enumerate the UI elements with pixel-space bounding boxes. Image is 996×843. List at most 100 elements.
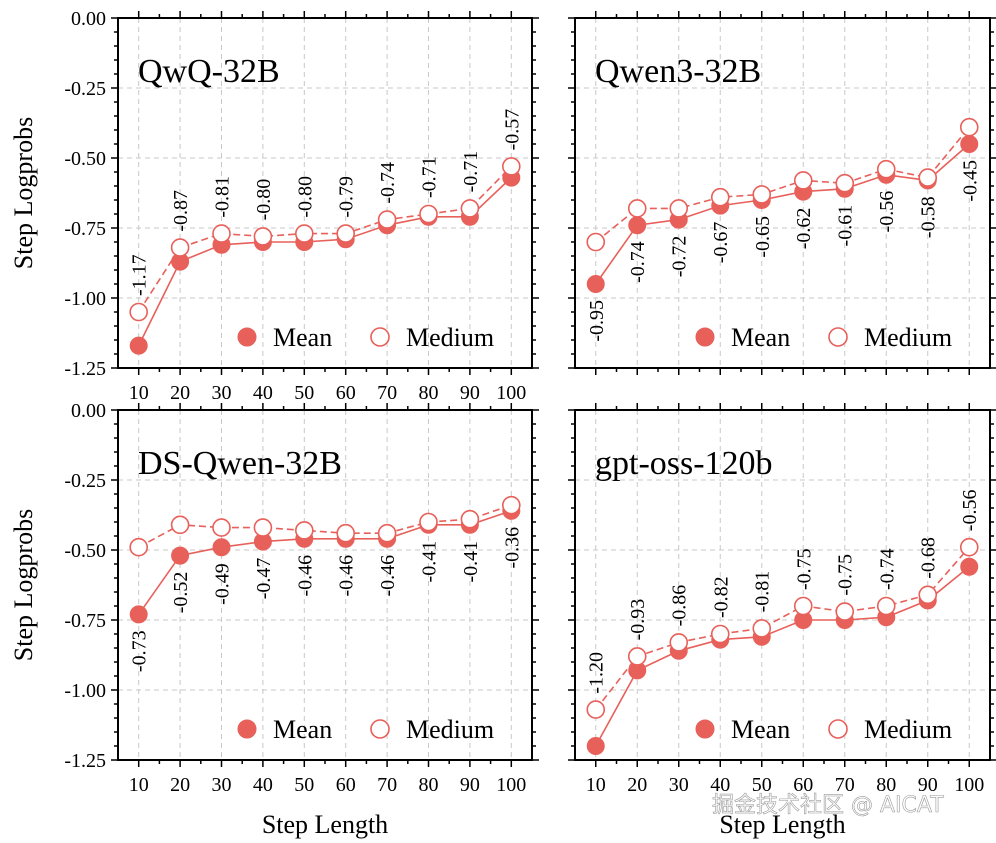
medium-point	[253, 518, 273, 537]
y-tick-label: -0.75	[64, 218, 106, 240]
y-tick-label: -1.00	[64, 288, 106, 310]
series-line-mean	[138, 510, 512, 615]
data-label: -1.17	[129, 254, 151, 296]
x-tick-label: 40	[253, 382, 273, 404]
medium-point	[377, 523, 397, 543]
panel-qwen3-32b: Qwen3-32B-0.95-0.74 -0.72 -0.67 -0.65 -0.62-…	[568, 11, 996, 375]
x-tick-label: 20	[627, 774, 647, 796]
data-label: -0.73	[129, 630, 151, 672]
x-tick-label: 100	[496, 382, 526, 404]
series-line-medium	[595, 546, 970, 711]
medium-point	[212, 518, 231, 537]
medium-point	[419, 204, 438, 224]
y-axis-title: Step Logprobs	[9, 509, 38, 661]
data-label: -0.67	[710, 222, 732, 264]
x-tick-label: 50	[294, 774, 314, 796]
medium-point	[294, 224, 314, 243]
legend-marker-medium	[828, 327, 848, 347]
medium-point	[959, 117, 979, 137]
data-label: -0.93	[627, 599, 649, 641]
x-tick-label: 30	[669, 774, 689, 796]
data-label: -0.58	[918, 196, 940, 238]
data-label: -0.74	[627, 241, 649, 283]
x-tick-label: 80	[419, 774, 439, 796]
medium-point	[627, 647, 647, 666]
x-tick-label: 100	[496, 774, 526, 796]
medium-point	[835, 602, 855, 621]
legend-marker-mean	[237, 327, 257, 347]
panel-title: QwQ-32B	[138, 53, 280, 90]
data-label: -0.47	[253, 558, 275, 600]
plot-frame	[574, 409, 991, 761]
medium-point	[752, 619, 772, 638]
x-tick-label: 30	[212, 774, 232, 796]
y-tick-label: -0.25	[64, 470, 106, 492]
medium-point	[627, 199, 647, 218]
mean-point	[212, 538, 231, 557]
data-label: -0.72	[669, 236, 691, 278]
plot-frame	[117, 17, 533, 369]
mean-point	[628, 216, 647, 235]
legend-marker-mean	[695, 719, 715, 739]
series-line-medium	[138, 165, 512, 313]
medium-point	[876, 159, 896, 179]
series-line-medium	[595, 126, 970, 243]
data-label: -0.52	[170, 572, 192, 614]
y-tick-label: -0.50	[64, 148, 106, 170]
panel-ds-qwen-32b: 0.00 -0.25 -0.50 -0.75 -1.00 -1.25 10 20 30 40 50 6…	[9, 400, 539, 839]
medium-point	[170, 238, 190, 257]
medium-point	[586, 700, 606, 719]
legend-marker-mean	[237, 719, 257, 739]
data-label: -0.45	[959, 160, 981, 202]
medium-point	[501, 495, 521, 515]
data-label: -0.56	[959, 490, 981, 532]
data-label: -0.65	[752, 216, 774, 258]
panel-title: DS-Qwen-32B	[138, 445, 342, 482]
x-tick-label: 80	[876, 774, 896, 796]
watermark: 掘金技术社区 @ AICAT	[712, 793, 944, 818]
medium-point	[669, 633, 689, 652]
medium-point	[501, 157, 521, 176]
x-axis-title: Step Length	[262, 810, 388, 839]
x-tick-label: 60	[336, 774, 356, 796]
data-label: -0.82	[710, 576, 732, 618]
data-label: -0.74	[876, 548, 898, 590]
medium-point	[170, 515, 190, 535]
legend-marker-medium	[370, 719, 390, 739]
data-label: -0.79	[336, 176, 358, 218]
panel-gpt-oss-120b: 10 20 30 40 50 60 70 80 90 100 Step Length gpt-oss-…	[568, 403, 996, 839]
data-label: -0.46	[377, 555, 399, 597]
legend-marker-medium	[370, 327, 390, 347]
x-tick-label: 90	[918, 774, 938, 796]
data-label: -0.41	[419, 541, 441, 583]
medium-point	[460, 199, 480, 218]
data-label: -0.86	[669, 585, 691, 627]
x-tick-label: 100	[954, 774, 984, 796]
panel-title: gpt-oss-120b	[595, 445, 773, 482]
x-tick-label: 30	[212, 382, 232, 404]
x-tick-label: 50	[294, 382, 314, 404]
data-label: -1.20	[586, 652, 608, 694]
series-line-mean	[595, 143, 970, 285]
data-label: -0.46	[294, 555, 316, 597]
legend-marker-medium	[828, 719, 848, 739]
medium-point	[419, 512, 438, 532]
medium-point	[710, 624, 730, 644]
medium-point	[253, 227, 273, 246]
series-line-mean	[595, 566, 970, 747]
mean-point	[960, 135, 979, 153]
mean-point	[586, 737, 605, 755]
x-tick-label: 60	[336, 382, 356, 404]
x-tick-label: 20	[170, 774, 190, 796]
x-tick-label: 70	[377, 382, 397, 404]
x-tick-label: 10	[129, 382, 149, 404]
medium-point	[129, 302, 148, 322]
legend-label-mean: Mean	[273, 715, 332, 744]
data-label: -0.95	[586, 300, 608, 342]
data-label: -0.81	[752, 571, 774, 613]
mean-point	[960, 557, 979, 576]
plot-frame	[574, 17, 991, 369]
y-axis-title: Step Logprobs	[9, 117, 38, 269]
medium-point	[918, 168, 938, 187]
